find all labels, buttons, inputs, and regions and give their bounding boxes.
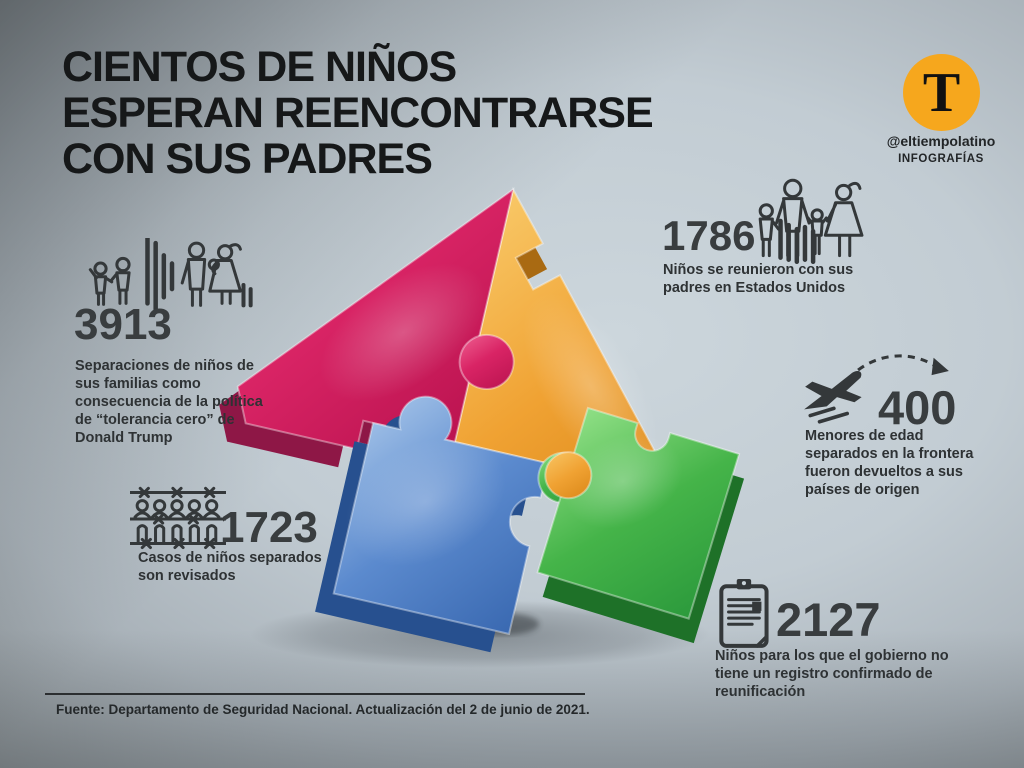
puzzle-knob-orange — [544, 451, 593, 500]
stat-reunited-description: Niños se reunieron con sus padres en Est… — [663, 262, 854, 296]
puzzle-piece-body-right — [536, 406, 745, 644]
stat-returned-description: Menores de edad separados en la frontera… — [805, 428, 974, 498]
stat-reviewed-value: 1723 — [220, 503, 318, 552]
puzzle-knob-pink — [458, 333, 515, 390]
puzzle-piece-body-left — [315, 395, 550, 653]
el-tiempo-logo: T — [903, 54, 980, 131]
stat-separations-description: Separaciones de niños de sus familias co… — [75, 358, 263, 446]
stat-reunited-value: 1786 — [662, 212, 756, 259]
crowd-behind-barbed-wire-icon — [130, 485, 226, 553]
stat-no-record-description: Niños para los que el gobierno no tiene … — [715, 648, 949, 700]
clipboard-icon — [718, 579, 774, 651]
brand-handle: @eltiempolatino — [886, 133, 996, 149]
title-line-3: CON SUS PADRES — [62, 135, 433, 183]
logo-letter: T — [922, 61, 961, 124]
airplane-icon — [804, 371, 862, 424]
stat-reviewed-description: Casos de niños separados son revisados — [138, 550, 322, 584]
return-arc-arrow-icon — [838, 354, 949, 391]
family-holding-hands-icon — [750, 176, 864, 264]
puzzle-house-illustration — [219, 186, 745, 668]
brand-tagline: INFOGRAFÍAS — [898, 153, 984, 165]
stat-no-record-value: 2127 — [776, 593, 881, 646]
footer-divider — [45, 693, 585, 695]
source-note: Fuente: Departamento de Seguridad Nacion… — [56, 702, 590, 717]
page-title: CIENTOS DE NIÑOS ESPERAN REENCONTRARSE C… — [62, 43, 654, 183]
title-line-2: ESPERAN REENCONTRARSE — [62, 89, 654, 137]
stat-returned-value: 400 — [878, 381, 957, 434]
title-line-1: CIENTOS DE NIÑOS — [62, 43, 457, 91]
family-separated-by-fence-icon — [88, 238, 256, 334]
stat-separations-value: 3913 — [74, 300, 172, 349]
